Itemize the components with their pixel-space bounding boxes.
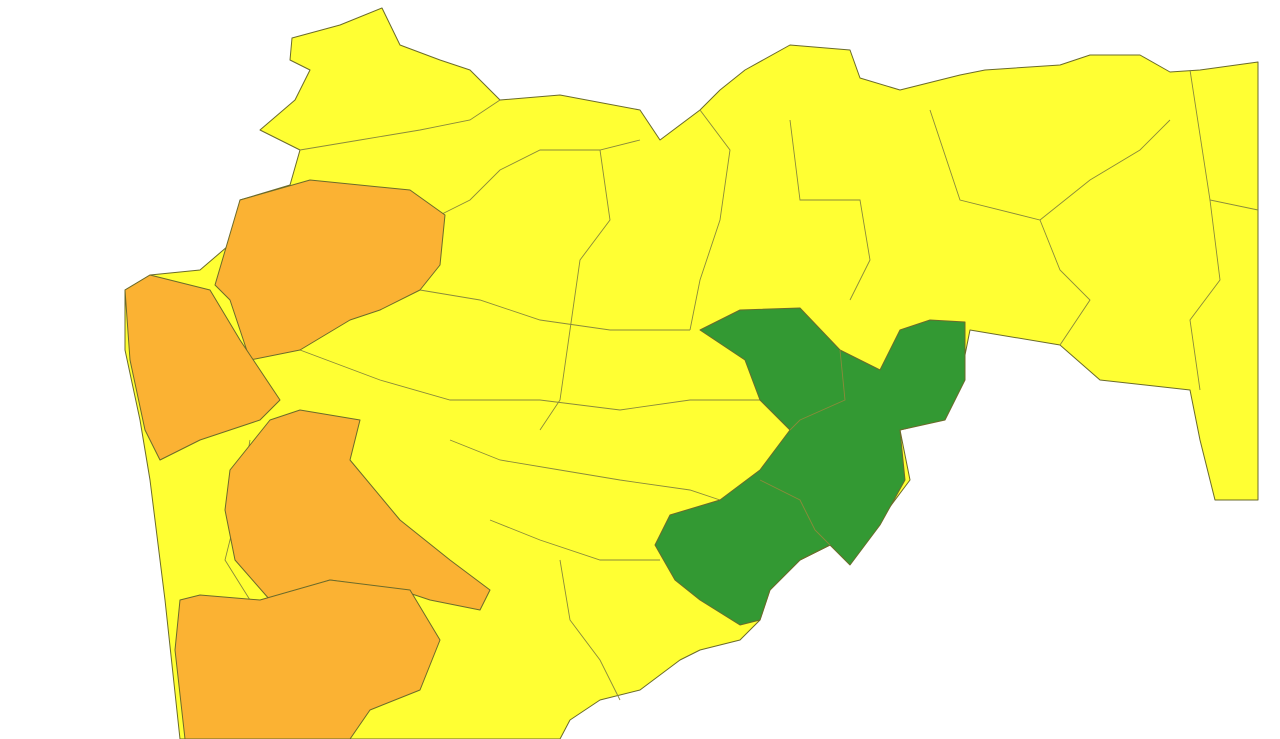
orange-region xyxy=(174,579,441,739)
border xyxy=(449,439,721,501)
orange-region xyxy=(214,179,446,361)
border xyxy=(539,149,611,431)
orange-region xyxy=(124,274,281,461)
border xyxy=(929,109,1171,221)
border xyxy=(299,99,501,151)
border xyxy=(689,109,731,331)
orange-region xyxy=(224,409,491,611)
border xyxy=(1189,199,1221,391)
district-borders xyxy=(224,69,1259,701)
border xyxy=(789,119,871,301)
border xyxy=(299,349,760,411)
border xyxy=(419,289,690,331)
border xyxy=(439,139,641,216)
border xyxy=(789,349,846,431)
border xyxy=(1039,219,1091,346)
border xyxy=(489,519,660,561)
border xyxy=(759,479,831,546)
border xyxy=(559,559,621,701)
